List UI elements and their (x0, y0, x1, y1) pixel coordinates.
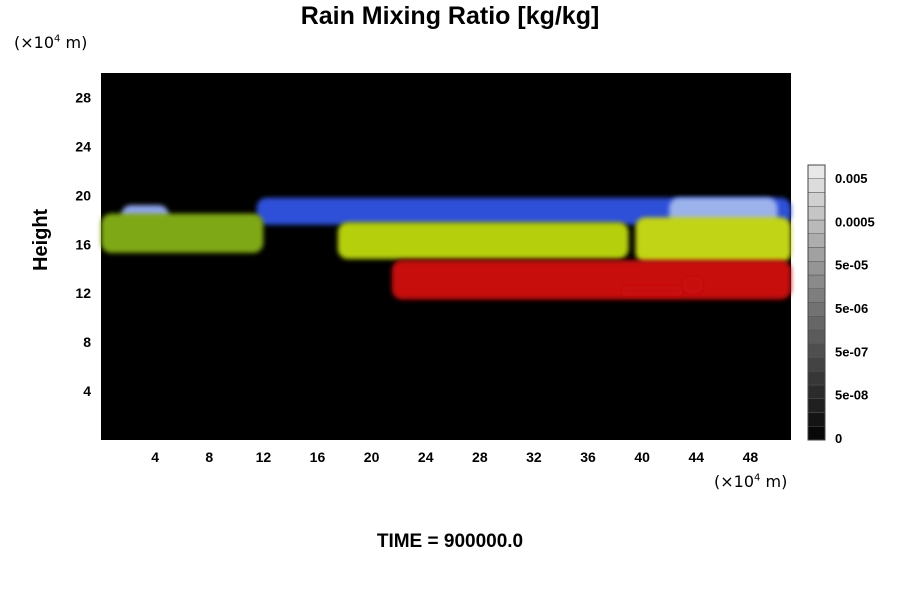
colorbar-swatch (807, 343, 826, 358)
colorbar-swatch (807, 357, 826, 372)
colorbar-swatch (807, 329, 826, 344)
x-tick-label: 28 (472, 449, 488, 465)
x-axis-unit: (×104 m) (714, 472, 788, 491)
field-region-8 (621, 285, 683, 296)
y-tick-label: 16 (75, 236, 91, 252)
x-axis-ticks: 4 8 12 16 20 24 28 32 36 40 44 48 (151, 449, 758, 465)
colorbar-swatch (807, 178, 826, 193)
x-tick-label: 4 (151, 449, 159, 465)
x-tick-label: 32 (526, 449, 542, 465)
colorbar-frame (807, 164, 826, 441)
colorbar: 0.005 0.0005 5e-05 5e-06 5e-07 5e-08 0 (807, 164, 875, 446)
y-tick-label: 20 (75, 187, 91, 203)
time-label: TIME = 900000.0 (376, 531, 524, 552)
colorbar-swatch (807, 412, 826, 427)
field-region-5 (337, 222, 629, 259)
x-tick-label: 12 (256, 449, 272, 465)
field-region-4 (101, 213, 264, 253)
colorbar-label: 0.0005 (835, 214, 875, 229)
y-tick-label: 24 (75, 138, 91, 154)
x-tick-label: 16 (310, 449, 326, 465)
y-tick-label: 8 (83, 334, 91, 350)
colorbar-label: 5e-07 (835, 344, 868, 359)
colorbar-swatch (807, 398, 826, 413)
colorbar-swatch (807, 288, 826, 303)
colorbar-label: 0.005 (835, 171, 868, 186)
colorbar-swatch (807, 371, 826, 386)
x-tick-label: 36 (580, 449, 596, 465)
y-tick-label: 4 (83, 383, 91, 399)
rain-field (101, 197, 791, 300)
x-tick-label: 48 (743, 449, 759, 465)
colorbar-swatch (807, 261, 826, 276)
colorbar-swatch (807, 384, 826, 399)
colorbar-swatch (807, 192, 826, 207)
colorbar-label: 0 (835, 431, 842, 446)
colorbar-swatch (807, 206, 826, 221)
field-region-9 (682, 277, 704, 294)
field-region-6 (635, 217, 791, 263)
y-tick-label: 28 (75, 89, 91, 105)
x-tick-label: 40 (634, 449, 650, 465)
x-tick-label: 8 (205, 449, 213, 465)
colorbar-swatch (807, 426, 826, 441)
colorbar-swatch (807, 316, 826, 331)
chart-title: Rain Mixing Ratio [kg/kg] (300, 2, 600, 30)
colorbar-swatch (807, 302, 826, 317)
y-axis-ticks: 4 8 12 16 20 24 28 (75, 89, 91, 399)
colorbar-label: 5e-08 (835, 388, 868, 403)
x-tick-label: 44 (689, 449, 705, 465)
colorbar-label: 5e-05 (835, 258, 868, 273)
x-tick-label: 20 (364, 449, 380, 465)
colorbar-label: 5e-06 (835, 301, 868, 316)
field-region-7 (391, 260, 791, 300)
colorbar-swatch (807, 274, 826, 289)
colorbar-swatch (807, 233, 826, 248)
y-axis-unit: (×104 m) (14, 33, 88, 52)
colorbar-swatch (807, 247, 826, 262)
y-tick-label: 12 (75, 285, 91, 301)
colorbar-swatch (807, 219, 826, 234)
x-tick-label: 24 (418, 449, 434, 465)
colorbar-swatch (807, 164, 826, 179)
